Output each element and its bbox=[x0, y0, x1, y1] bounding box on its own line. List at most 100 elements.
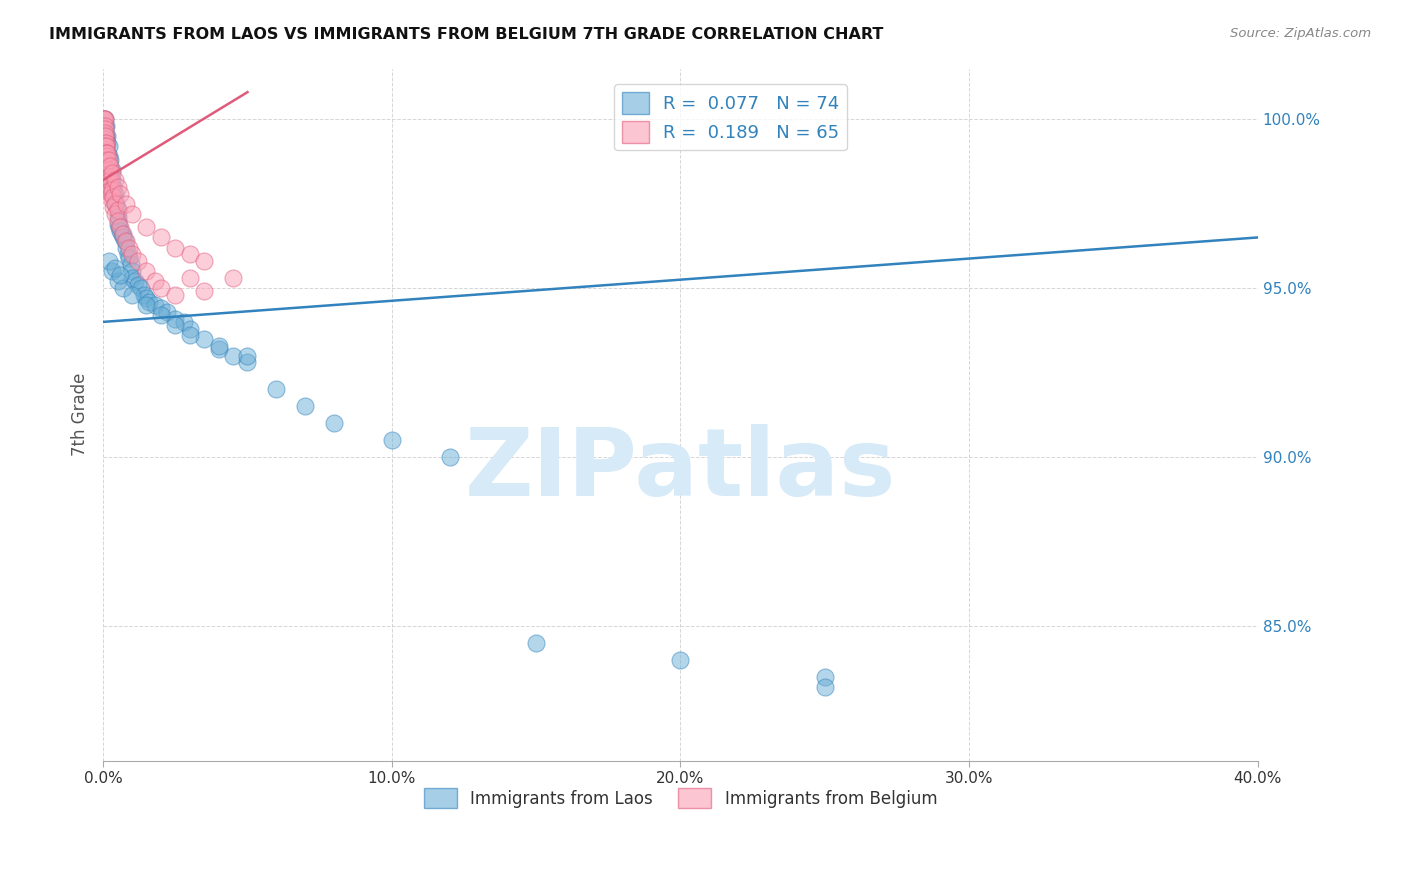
Point bbox=[149, 281, 172, 295]
Point bbox=[94, 136, 117, 150]
Text: ZIPatlas: ZIPatlas bbox=[465, 425, 896, 516]
Point bbox=[112, 230, 135, 244]
Point bbox=[94, 153, 117, 167]
Point bbox=[107, 213, 129, 227]
Point bbox=[107, 210, 129, 224]
Point bbox=[135, 264, 157, 278]
Point bbox=[165, 241, 187, 255]
Point bbox=[207, 342, 229, 356]
Point bbox=[193, 285, 215, 299]
Point bbox=[814, 680, 837, 694]
Point bbox=[127, 254, 149, 268]
Point bbox=[138, 294, 160, 309]
Point bbox=[149, 308, 172, 322]
Point bbox=[103, 179, 125, 194]
Point bbox=[121, 288, 143, 302]
Point bbox=[439, 450, 461, 464]
Point bbox=[222, 349, 245, 363]
Point bbox=[179, 328, 201, 343]
Legend: Immigrants from Laos, Immigrants from Belgium: Immigrants from Laos, Immigrants from Be… bbox=[418, 781, 943, 815]
Point bbox=[236, 355, 259, 369]
Point bbox=[143, 298, 166, 312]
Point bbox=[96, 146, 118, 161]
Point bbox=[179, 271, 201, 285]
Point bbox=[266, 383, 288, 397]
Point bbox=[193, 332, 215, 346]
Point bbox=[94, 129, 117, 144]
Point bbox=[97, 149, 120, 163]
Point bbox=[108, 220, 131, 235]
Point bbox=[104, 260, 127, 275]
Point bbox=[93, 119, 115, 133]
Point bbox=[101, 194, 124, 208]
Point bbox=[98, 183, 121, 197]
Point bbox=[110, 224, 132, 238]
Point bbox=[323, 416, 346, 430]
Point bbox=[101, 264, 124, 278]
Point bbox=[96, 129, 118, 144]
Point bbox=[118, 241, 141, 255]
Point bbox=[112, 227, 135, 241]
Point bbox=[104, 173, 127, 187]
Point bbox=[94, 132, 117, 146]
Point bbox=[98, 160, 121, 174]
Point bbox=[93, 129, 115, 144]
Point bbox=[98, 153, 121, 167]
Point bbox=[96, 156, 118, 170]
Point bbox=[222, 271, 245, 285]
Point bbox=[98, 169, 121, 184]
Point bbox=[107, 203, 129, 218]
Point bbox=[94, 122, 117, 136]
Point bbox=[93, 112, 115, 127]
Point bbox=[294, 400, 316, 414]
Point bbox=[110, 268, 132, 282]
Point bbox=[179, 247, 201, 261]
Point bbox=[110, 220, 132, 235]
Point bbox=[104, 196, 127, 211]
Point bbox=[107, 179, 129, 194]
Point bbox=[96, 146, 118, 161]
Point bbox=[165, 311, 187, 326]
Point bbox=[93, 112, 115, 127]
Point bbox=[101, 166, 124, 180]
Point bbox=[107, 203, 129, 218]
Point bbox=[104, 196, 127, 211]
Point bbox=[115, 196, 138, 211]
Point bbox=[93, 129, 115, 144]
Point bbox=[93, 112, 115, 127]
Point bbox=[98, 162, 121, 177]
Point bbox=[207, 338, 229, 352]
Point bbox=[97, 162, 120, 177]
Point bbox=[149, 230, 172, 244]
Point bbox=[101, 179, 124, 194]
Point bbox=[101, 173, 124, 187]
Point bbox=[104, 207, 127, 221]
Point bbox=[96, 162, 118, 177]
Point bbox=[115, 234, 138, 248]
Point bbox=[97, 160, 120, 174]
Point bbox=[118, 251, 141, 265]
Point bbox=[101, 183, 124, 197]
Point bbox=[97, 169, 120, 184]
Text: Source: ZipAtlas.com: Source: ZipAtlas.com bbox=[1230, 27, 1371, 40]
Point bbox=[97, 173, 120, 187]
Point bbox=[103, 186, 125, 201]
Point bbox=[96, 153, 118, 167]
Point bbox=[132, 288, 155, 302]
Point bbox=[120, 257, 142, 271]
Point bbox=[93, 112, 115, 127]
Point bbox=[97, 153, 120, 167]
Point bbox=[101, 162, 124, 177]
Point bbox=[105, 196, 128, 211]
Point bbox=[114, 234, 136, 248]
Point bbox=[814, 670, 837, 684]
Point bbox=[124, 274, 146, 288]
Point bbox=[107, 274, 129, 288]
Point bbox=[117, 247, 139, 261]
Point bbox=[97, 254, 120, 268]
Point bbox=[98, 173, 121, 187]
Point bbox=[165, 318, 187, 333]
Point bbox=[115, 241, 138, 255]
Point bbox=[381, 433, 404, 447]
Point bbox=[121, 264, 143, 278]
